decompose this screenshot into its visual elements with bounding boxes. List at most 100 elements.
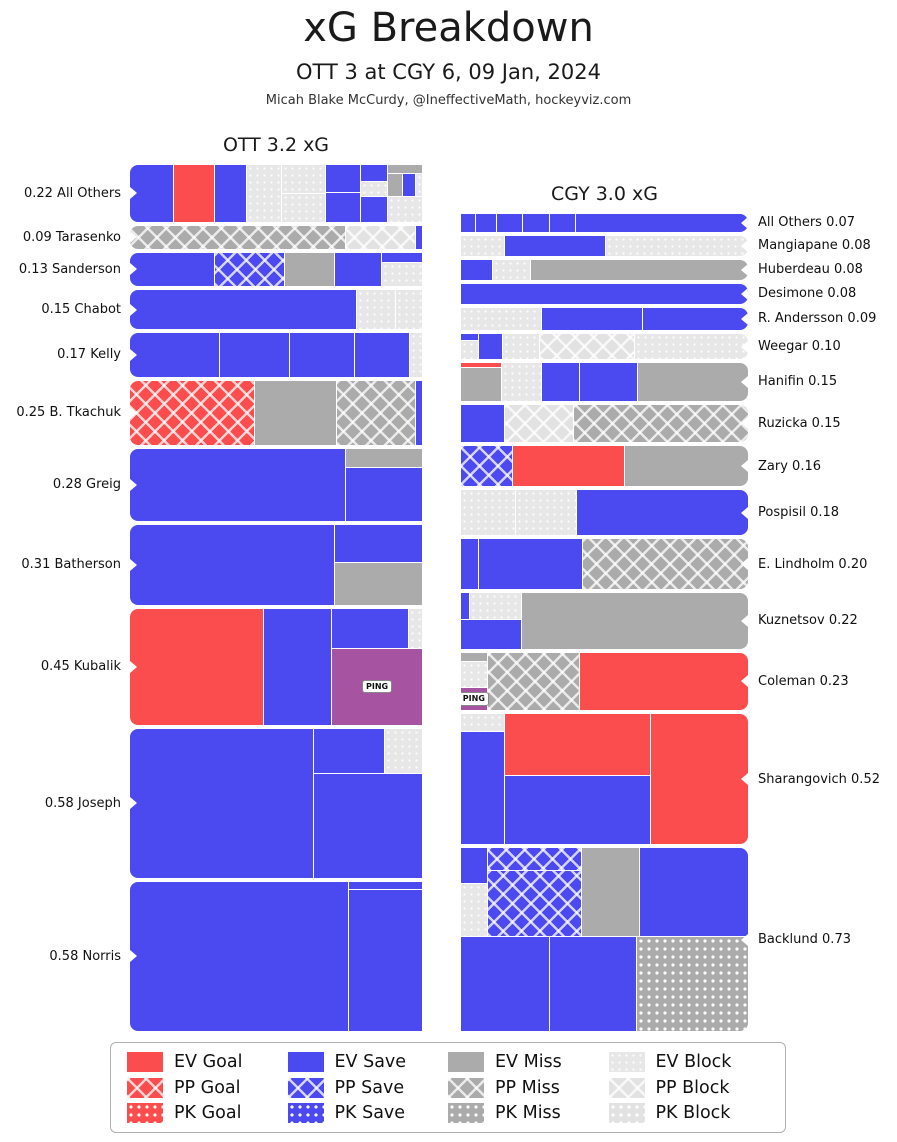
cell-group xyxy=(461,259,748,280)
cell-evb xyxy=(605,235,748,256)
cell-group xyxy=(461,593,748,649)
legend-label: EV Miss xyxy=(495,1052,562,1073)
treemap-row-cgy-9: Pospisil 0.18 xyxy=(461,490,897,536)
cell-group xyxy=(461,283,748,304)
cell-group xyxy=(461,714,504,845)
cell-group: PING xyxy=(130,608,422,725)
cell-evs xyxy=(130,881,349,1031)
cell-evs xyxy=(549,214,575,232)
treemap-row-cgy-11: Kuznetsov 0.22 xyxy=(461,593,897,649)
legend-label: PP Save xyxy=(334,1077,405,1098)
cell-evg xyxy=(130,608,264,725)
cell-group xyxy=(361,165,387,222)
legend-label: PK Block xyxy=(655,1102,731,1123)
cell-pkm xyxy=(636,936,748,1031)
legend-swatch-pkm xyxy=(448,1102,484,1123)
legend-swatch-ppg xyxy=(127,1077,163,1098)
cell-group xyxy=(282,165,325,222)
treemap-row-ott-5: 0.25 B. Tkachuk xyxy=(0,380,422,445)
treemap-row-cgy-13: Sharangovich 0.52 xyxy=(461,714,897,845)
cell-evb xyxy=(381,262,422,287)
cell-evs xyxy=(349,881,422,890)
cell-group xyxy=(461,334,748,360)
cell-evm xyxy=(522,593,748,649)
cell-group xyxy=(130,225,422,249)
cell-pps xyxy=(487,848,582,870)
treemap-row-cgy-1: Mangiapane 0.08 xyxy=(461,235,897,256)
row-bar xyxy=(130,448,422,521)
cell-evb xyxy=(461,341,478,360)
cell-group xyxy=(461,446,748,487)
cell-evs xyxy=(403,174,415,197)
cell-group xyxy=(130,881,422,1031)
cell-evb xyxy=(415,174,422,197)
cell-pps xyxy=(214,252,284,287)
treemap-row-cgy-0: All Others 0.07 xyxy=(461,214,897,232)
cell-evm xyxy=(461,367,501,401)
cell-group xyxy=(130,524,422,605)
cell-evb xyxy=(516,490,576,536)
cell-evs xyxy=(346,468,422,521)
cell-ppb xyxy=(345,225,416,249)
legend-item-pk-block: PK Block xyxy=(608,1102,770,1123)
row-label: E. Lindholm 0.20 xyxy=(758,556,868,572)
cell-group xyxy=(130,165,422,222)
row-bar: PING xyxy=(461,652,748,711)
row-label: 0.45 Kubalik xyxy=(40,659,121,675)
row-bar xyxy=(461,593,748,649)
row-bar xyxy=(461,714,748,845)
treemap-row-cgy-4: R. Andersson 0.09 xyxy=(461,307,897,331)
row-label: 0.15 Chabot xyxy=(41,302,121,318)
cell-evs xyxy=(130,728,314,878)
legend-swatch-ppb xyxy=(608,1077,645,1098)
cell-group xyxy=(461,214,748,232)
cell-evs xyxy=(476,214,496,232)
cell-evm xyxy=(625,446,748,487)
panel-title-ott: OTT 3.2 xG xyxy=(222,134,330,156)
treemap-row-ott-8: 0.45 Kubalik PING xyxy=(0,608,422,725)
cell-evb xyxy=(357,290,395,329)
cell-evb xyxy=(493,259,531,280)
cell-group xyxy=(461,848,748,936)
cell-group xyxy=(461,936,748,1031)
row-label: Sharangovich 0.52 xyxy=(758,771,880,787)
row-bar xyxy=(461,307,748,331)
cell-evs xyxy=(642,307,748,331)
cell-evs xyxy=(496,214,523,232)
legend-item-pk-miss: PK Miss xyxy=(448,1102,609,1123)
row-label: Kuznetsov 0.22 xyxy=(758,613,858,629)
legend-box: EV Goal EV Save EV Miss EV Block PP Goal PP S… xyxy=(110,1042,786,1133)
cell-evs xyxy=(504,235,605,256)
cell-group xyxy=(346,448,422,521)
cell-group xyxy=(461,235,748,256)
treemap-row-cgy-2: Huberdeau 0.08 xyxy=(461,259,897,280)
cell-evs xyxy=(416,380,422,445)
row-bar xyxy=(130,380,422,445)
legend-item-ev-block: EV Block xyxy=(608,1052,770,1073)
cell-evs xyxy=(461,593,469,619)
treemap-row-cgy-5: Weegar 0.10 xyxy=(461,334,897,360)
treemap-row-cgy-3: Desimone 0.08 xyxy=(461,283,897,304)
cell-evm xyxy=(284,252,334,287)
row-bar xyxy=(461,490,748,536)
cell-evg xyxy=(651,714,748,845)
legend-item-pk-goal: PK Goal xyxy=(127,1102,288,1123)
legend-swatch-evs xyxy=(287,1052,324,1073)
treemap-row-ott-10: 0.58 Norris xyxy=(0,881,422,1031)
legend-swatch-evg xyxy=(127,1052,163,1073)
cell-evs xyxy=(130,252,214,287)
legend-label: PK Save xyxy=(334,1102,406,1123)
cell-evg xyxy=(504,714,651,775)
treemap-row-ott-2: 0.13 Sanderson xyxy=(0,252,422,287)
cell-group xyxy=(130,290,422,329)
legend-swatch-ppm xyxy=(448,1077,484,1098)
cell-group xyxy=(130,252,422,287)
cell-group xyxy=(461,363,748,401)
cell-evb xyxy=(395,290,422,329)
row-bar xyxy=(461,539,748,590)
cell-evg xyxy=(579,652,748,711)
cell-evb xyxy=(461,235,504,256)
cell-evs xyxy=(461,936,550,1031)
row-label: 0.09 Tarasenko xyxy=(22,229,121,245)
